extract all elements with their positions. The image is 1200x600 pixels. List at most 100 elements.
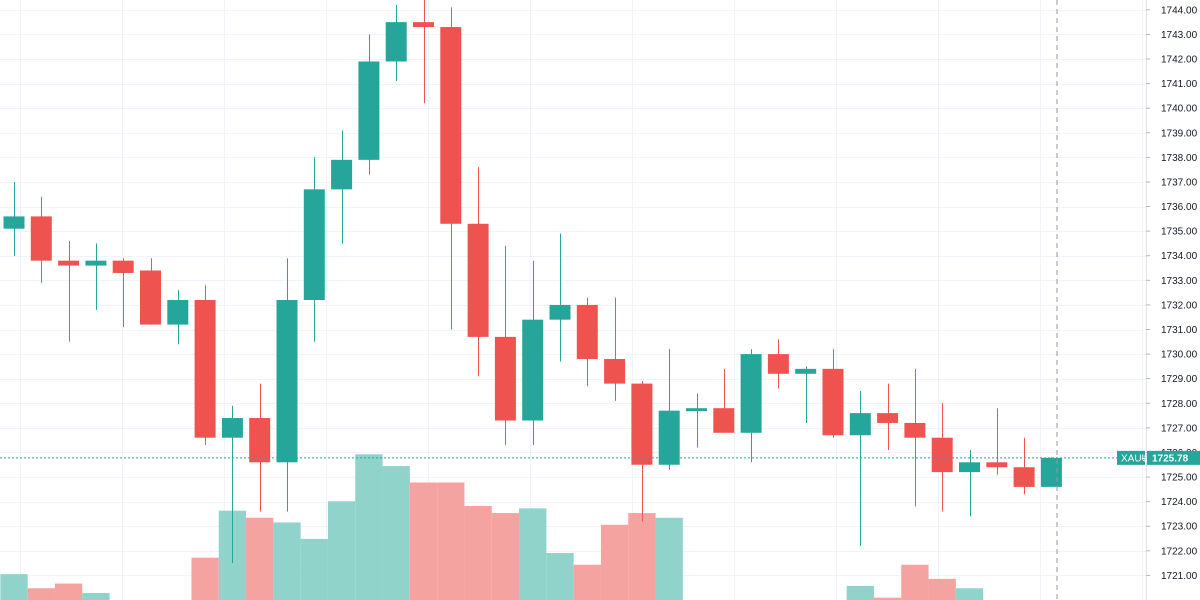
candle [194, 285, 216, 446]
candle [904, 368, 926, 507]
candle-body [986, 462, 1008, 468]
candle-body [112, 260, 134, 273]
symbol-tag-box [1117, 450, 1145, 465]
volume-bar [546, 553, 574, 600]
candle [959, 450, 980, 517]
candle [767, 339, 789, 389]
volume-bar [928, 578, 956, 600]
candle [686, 393, 707, 448]
volume-bar [573, 564, 601, 600]
grid [0, 0, 1146, 600]
candle-body [58, 260, 80, 266]
candle [522, 260, 544, 446]
candle [140, 258, 161, 325]
volume-bar [54, 583, 83, 600]
candle-body [140, 270, 161, 325]
candle-body [494, 336, 516, 421]
candle-body [713, 408, 735, 433]
candle [3, 181, 25, 256]
price-axis-label: 1737.00 [1161, 177, 1198, 188]
candle [1040, 457, 1062, 487]
candle-body [576, 304, 598, 360]
candle [1013, 437, 1035, 495]
candle-body [331, 159, 353, 190]
candle [494, 245, 516, 446]
candle [549, 233, 571, 362]
candle-body [385, 22, 407, 62]
volume-bar [355, 454, 383, 600]
candle [331, 130, 353, 244]
candle [276, 258, 298, 512]
candle [467, 167, 489, 377]
candle-body [440, 27, 462, 224]
volume-bar [246, 517, 274, 600]
price-axis-label: 1732.00 [1161, 300, 1198, 311]
volume-bars [0, 454, 984, 600]
candle-body [604, 359, 626, 384]
plus-icon[interactable]: + [1141, 450, 1149, 465]
volume-bar [327, 501, 356, 600]
candle [167, 290, 189, 345]
candle [440, 7, 462, 330]
candle-body [767, 354, 789, 374]
candle [576, 297, 598, 387]
volume-bar [82, 592, 110, 600]
price-axis-label: 1742.00 [1161, 55, 1198, 66]
candle [385, 4, 407, 82]
candle-body [221, 418, 243, 438]
candle-body [194, 300, 216, 438]
volume-bar [382, 466, 410, 600]
candle-body [686, 408, 707, 412]
volume-bar [437, 482, 465, 600]
candle [58, 240, 80, 342]
candle-body [631, 383, 653, 465]
candle [413, 0, 434, 104]
price-axis-label: 1728.00 [1161, 399, 1198, 410]
price-axis-label: 1725.00 [1161, 473, 1198, 484]
price-axis-label: 1743.00 [1161, 30, 1198, 41]
candle-body [30, 216, 52, 261]
volume-bar [409, 482, 438, 600]
price-axis-label: 1733.00 [1161, 276, 1198, 287]
price-axis-label: 1738.00 [1161, 153, 1198, 164]
price-axis-label: 1724.00 [1161, 497, 1198, 508]
candle-body [740, 354, 762, 433]
candle-body [877, 413, 899, 423]
price-axis-label: 1735.00 [1161, 227, 1198, 238]
volume-bar [0, 574, 28, 600]
volume-bar [191, 557, 219, 600]
candle-body [959, 462, 980, 473]
candle [85, 243, 107, 310]
price-axis-label: 1741.00 [1161, 79, 1198, 90]
candle [30, 196, 52, 283]
candle-body [1013, 467, 1035, 487]
candle [849, 390, 871, 546]
candle [112, 258, 134, 328]
candle [713, 368, 735, 433]
candle [822, 349, 844, 438]
candle [877, 383, 899, 450]
candle [249, 383, 271, 512]
volume-bar [655, 517, 683, 600]
candle [604, 297, 626, 401]
price-axis-label: 1727.00 [1161, 423, 1198, 434]
price-axis-label: 1729.00 [1161, 374, 1198, 385]
price-axis-label: 1730.00 [1161, 350, 1198, 361]
candle-body [795, 368, 817, 374]
price-axis-label: 1722.00 [1161, 546, 1198, 557]
price-axis[interactable]: 1721.001722.001723.001724.001725.001726.… [1146, 5, 1198, 582]
candle-body [822, 368, 844, 436]
candle [358, 34, 380, 175]
candle-body [904, 422, 926, 438]
volume-bar [273, 522, 301, 600]
candle-body [167, 300, 189, 325]
symbol-tag[interactable]: XAUU + [1117, 450, 1149, 465]
volume-bar [300, 538, 328, 600]
last-price-label: 1725.78 [1152, 453, 1189, 464]
price-axis-label: 1740.00 [1161, 104, 1198, 115]
candle-body [85, 260, 107, 266]
price-axis-label: 1739.00 [1161, 128, 1198, 139]
volume-bar [519, 508, 547, 600]
price-axis-label: 1744.00 [1161, 5, 1198, 16]
